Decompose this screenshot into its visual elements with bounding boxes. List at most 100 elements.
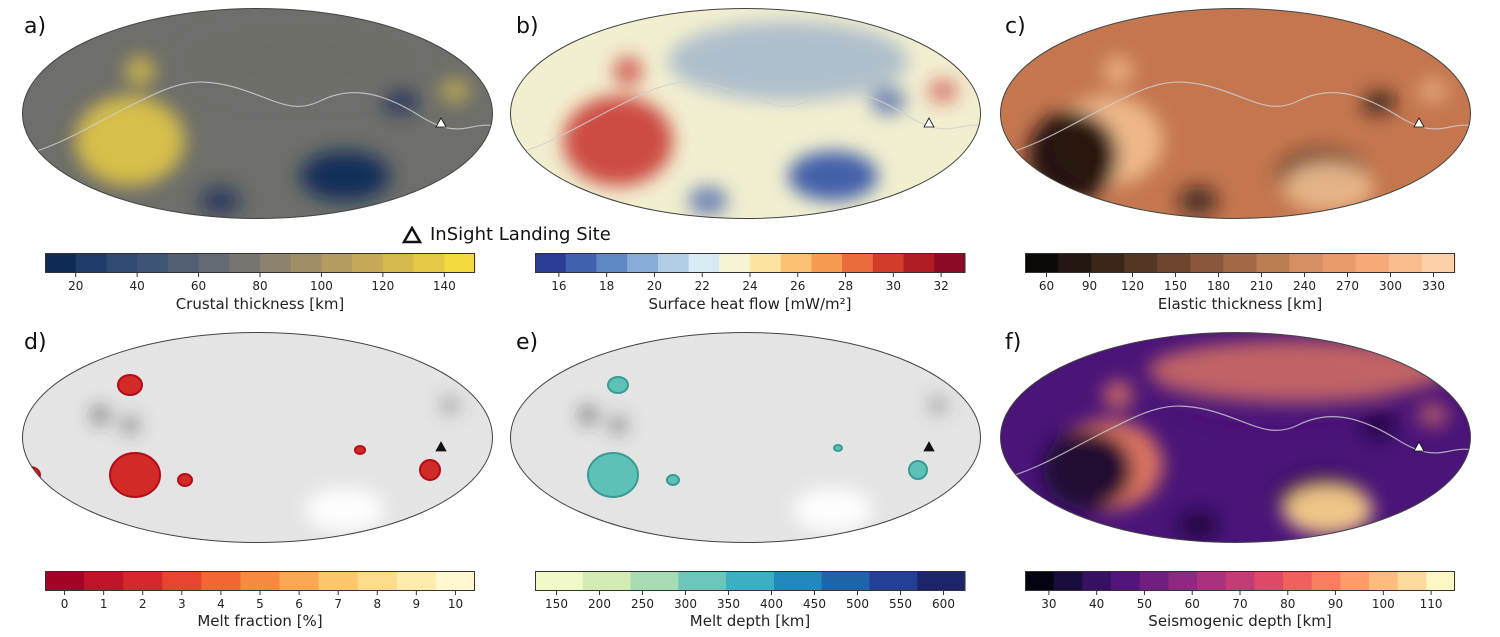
colorbar-title-f: Seismogenic depth [km] xyxy=(1148,612,1332,630)
colorbar-tick-label: 120 xyxy=(1121,279,1144,293)
insight-marker-icon xyxy=(1413,441,1425,452)
insight-marker-icon xyxy=(923,117,935,128)
colorbar-tick-label: 100 xyxy=(310,279,333,293)
map-feature xyxy=(1360,87,1396,115)
colorbar-segment xyxy=(279,571,320,591)
colorbar-segment xyxy=(657,253,690,273)
colorbar-segment xyxy=(688,253,720,273)
melt-region xyxy=(117,374,143,396)
colorbar-segment xyxy=(821,571,870,591)
colorbar-title-e: Melt depth [km] xyxy=(689,612,811,630)
colorbar-tick-label: 5 xyxy=(256,597,264,611)
insight-marker-icon xyxy=(435,117,447,128)
colorbar-segment xyxy=(535,571,584,591)
insight-legend-label: InSight Landing Site xyxy=(430,224,611,245)
colorbar-segment xyxy=(726,571,775,591)
colorbar-segment xyxy=(1124,253,1158,273)
colorbar-tick-label: 100 xyxy=(1372,597,1395,611)
colorbar-tick-label: 110 xyxy=(1420,597,1443,611)
colorbar-tick-label: 330 xyxy=(1422,279,1445,293)
colorbar-tick-label: 210 xyxy=(1250,279,1273,293)
map-seismogenic-depth xyxy=(1000,332,1471,543)
map-feature xyxy=(1103,380,1133,410)
colorbar-tick-label: 150 xyxy=(545,597,568,611)
map-feature xyxy=(75,96,185,186)
colorbar-segment xyxy=(1311,571,1341,591)
colorbar-tick-label: 3 xyxy=(178,597,186,611)
colorbar-segment xyxy=(137,253,169,273)
colorbar-tick-label: 40 xyxy=(130,279,145,293)
colorbar-segment xyxy=(1082,571,1112,591)
colorbar-tick-label: 50 xyxy=(1137,597,1152,611)
panel-a-letter: a) xyxy=(24,14,47,39)
melt-region xyxy=(908,460,928,480)
colorbar-segment xyxy=(596,253,628,273)
map-feature xyxy=(1418,403,1448,427)
map-feature xyxy=(300,151,390,201)
colorbar-segment xyxy=(75,253,107,273)
map-feature xyxy=(1158,21,1398,101)
melt-region xyxy=(666,474,680,486)
colorbar-segment xyxy=(321,253,353,273)
colorbar-segment xyxy=(1369,571,1399,591)
colorbar-segment xyxy=(1025,253,1059,273)
colorbar-tick-label: 120 xyxy=(371,279,394,293)
colorbar-segment xyxy=(869,571,918,591)
colorbar-segment xyxy=(1168,571,1198,591)
colorbar-tick-label: 32 xyxy=(933,279,948,293)
map-feature xyxy=(688,186,728,216)
colorbar-tick-label: 150 xyxy=(1164,279,1187,293)
colorbar-elastic-thickness: 60 90 120 150 180 210 240 270 300 330 xyxy=(1025,253,1456,293)
panel-d-letter: d) xyxy=(24,330,47,355)
colorbar-segment xyxy=(240,571,281,591)
colorbar-segment xyxy=(1355,253,1390,273)
dichotomy-boundary-line xyxy=(1000,405,1471,481)
map-feature xyxy=(1178,510,1218,540)
colorbar-segment xyxy=(413,253,445,273)
colorbar-melt-fraction: 0 1 2 3 4 5 6 7 8 9 10 xyxy=(45,571,476,611)
colorbar-tick-label: 22 xyxy=(695,279,710,293)
colorbar-segment xyxy=(290,253,322,273)
colorbar-segment xyxy=(1223,253,1258,273)
colorbar-segment xyxy=(1225,571,1255,591)
colorbar-segment xyxy=(903,253,935,273)
melt-region xyxy=(833,444,843,452)
colorbar-tick-label: 550 xyxy=(889,597,912,611)
colorbar-segment xyxy=(582,571,632,591)
colorbar-segment xyxy=(84,571,124,591)
colorbar-segment xyxy=(917,571,966,591)
colorbar-tick-label: 140 xyxy=(433,279,456,293)
map-feature xyxy=(440,79,470,103)
insight-legend: InSight Landing Site xyxy=(402,224,611,245)
panel-f-letter: f) xyxy=(1005,330,1022,355)
colorbar-title-d: Melt fraction [%] xyxy=(197,612,323,630)
map-feature xyxy=(1283,485,1373,535)
map-feature xyxy=(442,397,458,413)
colorbar-tick-label: 80 xyxy=(252,279,267,293)
panel-c-letter: c) xyxy=(1005,14,1026,39)
dichotomy-boundary-line xyxy=(1000,81,1471,157)
colorbar-segment xyxy=(627,253,659,273)
colorbar-segment xyxy=(780,253,812,273)
melt-region xyxy=(607,376,629,394)
colorbar-segment xyxy=(444,253,476,273)
colorbar-segment xyxy=(167,253,200,273)
colorbar-tick-label: 90 xyxy=(1082,279,1097,293)
colorbar-tick-label: 30 xyxy=(1041,597,1056,611)
colorbar-segment xyxy=(773,571,823,591)
colorbar-tick-label: 28 xyxy=(838,279,853,293)
colorbar-tick-label: 40 xyxy=(1089,597,1104,611)
colorbar-tick-label: 7 xyxy=(334,597,342,611)
colorbar-segment xyxy=(750,253,782,273)
map-feature xyxy=(563,96,673,186)
colorbar-segment xyxy=(630,571,679,591)
colorbar-tick-label: 18 xyxy=(599,279,614,293)
colorbar-tick-label: 20 xyxy=(68,279,83,293)
colorbar-melt-depth: 150 200 250 300 350 400 450 500 550 600 xyxy=(535,571,966,611)
map-feature xyxy=(1418,79,1448,103)
colorbar-segment xyxy=(535,253,567,273)
colorbar-segment xyxy=(396,571,437,591)
colorbar-segment xyxy=(1426,571,1456,591)
colorbar-segment xyxy=(1322,253,1357,273)
colorbar-tick-label: 200 xyxy=(588,597,611,611)
